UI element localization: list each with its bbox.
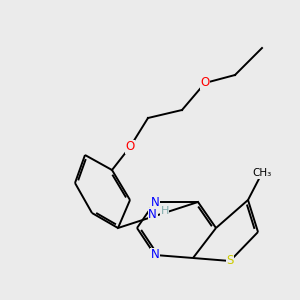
Text: CH₃: CH₃ [252, 168, 272, 178]
Text: O: O [125, 140, 135, 154]
Text: H: H [160, 206, 169, 216]
Text: N: N [151, 248, 159, 262]
Text: N: N [148, 208, 157, 221]
Text: N: N [151, 196, 159, 208]
Text: S: S [226, 254, 234, 268]
Text: O: O [200, 76, 210, 89]
